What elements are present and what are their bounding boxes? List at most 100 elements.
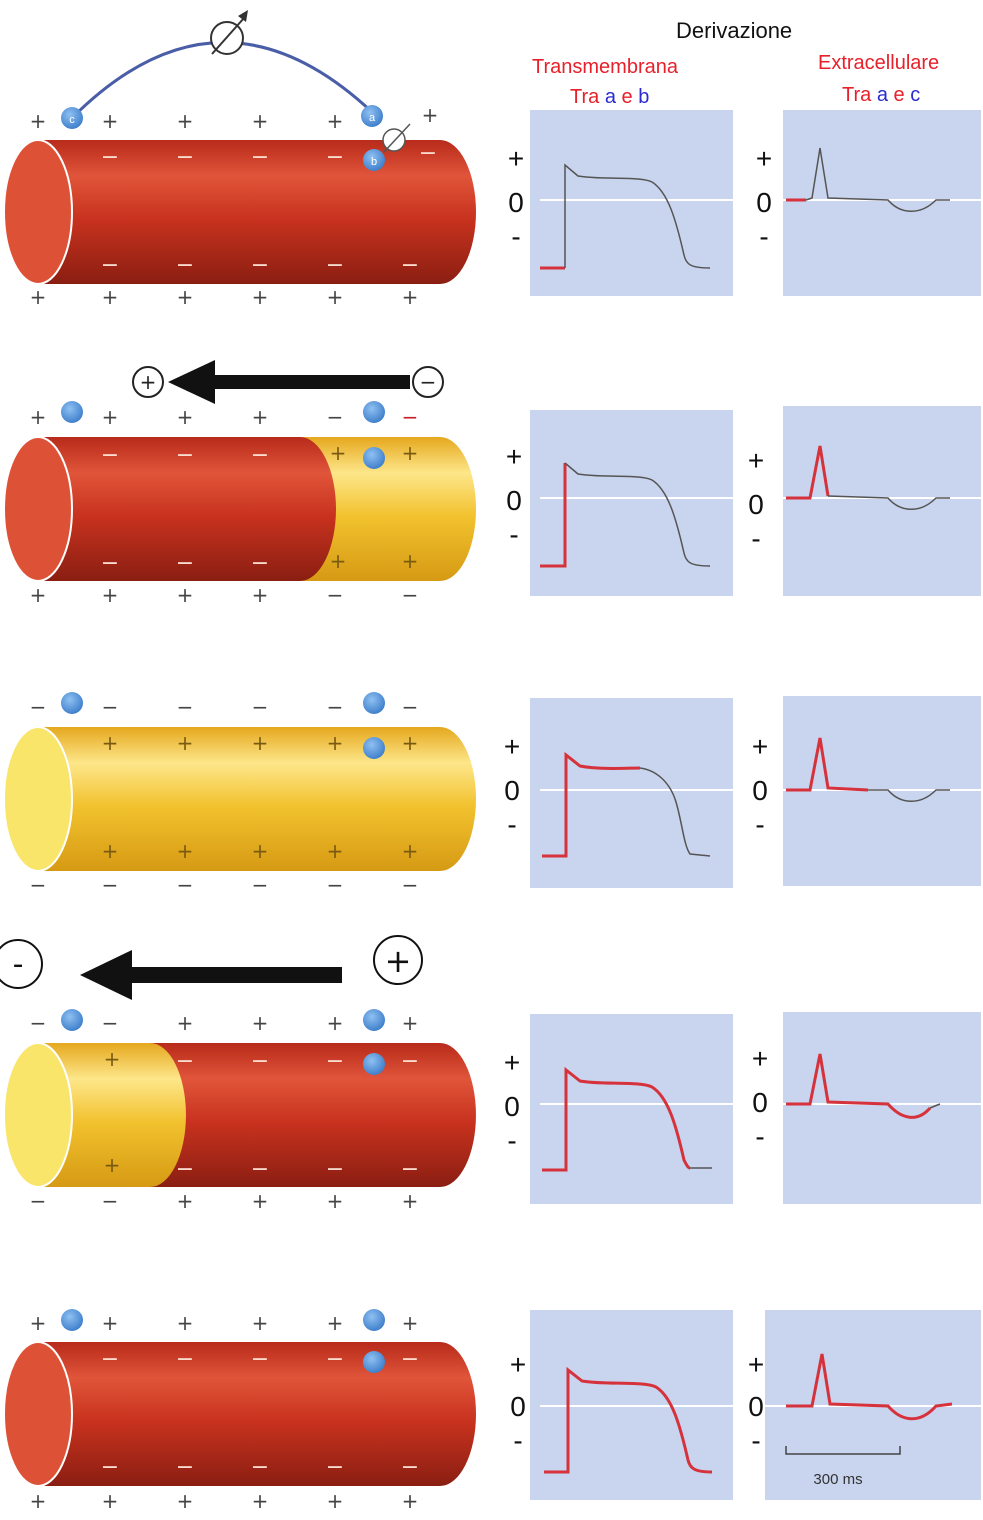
electrode-c-label: c	[69, 114, 75, 126]
extra-sub-c: c	[910, 84, 921, 106]
svg-text:−: −	[401, 253, 419, 278]
arrow-head-sign-circle	[132, 366, 164, 398]
electrode-b	[363, 447, 385, 469]
fiber-body-red	[38, 437, 336, 581]
axis-plus: +	[752, 731, 768, 762]
svg-text:−: −	[402, 583, 419, 607]
signs-top-inner: − − −	[101, 443, 269, 468]
svg-text:−: −	[101, 1455, 119, 1480]
signs-bottom-inner: − − − − −	[101, 253, 419, 278]
svg-text:−: −	[326, 1157, 344, 1182]
svg-text:−: −	[419, 141, 437, 166]
fiber-end-face	[3, 1042, 73, 1188]
fiber-body-yellow-segment	[38, 1043, 186, 1187]
scale-bar-label: 300 ms	[813, 1471, 862, 1488]
sign-bottom-inner-yellow: +	[104, 1153, 121, 1177]
axis-zero: 0	[756, 187, 772, 218]
svg-text:+: +	[102, 731, 119, 755]
svg-text:−: −	[177, 695, 194, 719]
svg-text:+: +	[30, 109, 47, 133]
signs-bottom-inner: − − − −	[176, 1157, 419, 1182]
extracellular-panel-3	[783, 696, 981, 886]
svg-text:+: +	[327, 1011, 344, 1035]
axis-minus: -	[759, 221, 768, 252]
svg-text:+: +	[327, 1489, 344, 1513]
axis-minus: -	[507, 809, 516, 840]
svg-text:+: +	[177, 1011, 194, 1035]
extracellulare-subtitle: Tra a e c	[842, 84, 920, 107]
electrode-b	[363, 737, 385, 759]
fiber-row-4: - + − − + + + + + − − − − + − − − − − − + + + +	[0, 935, 476, 1213]
svg-text:+: +	[327, 1189, 344, 1213]
svg-text:+: +	[30, 583, 47, 607]
electrode-c	[61, 1009, 83, 1031]
axis-zero: 0	[748, 1391, 764, 1422]
axis-plus: +	[748, 1349, 764, 1380]
extra-sub-e: e	[893, 84, 905, 106]
svg-text:−: −	[101, 1347, 119, 1372]
arrow-head-sign-circle	[0, 939, 43, 989]
axis-plus: +	[756, 143, 772, 174]
svg-text:+: +	[30, 285, 47, 309]
axis-minus: -	[751, 1425, 760, 1456]
svg-text:+: +	[402, 1011, 419, 1035]
electrode-b-label: b	[371, 156, 377, 168]
axis-zero: 0	[752, 775, 768, 806]
axis-zero: 0	[748, 489, 764, 520]
electrogram-trace	[786, 1053, 932, 1119]
axis-zero: 0	[510, 1391, 526, 1422]
voltmeter-needle	[211, 17, 245, 55]
electrode-a-label: a	[369, 112, 376, 124]
svg-text:+: +	[177, 405, 194, 429]
fiber-end-face	[3, 1341, 73, 1487]
svg-text:+: +	[177, 731, 194, 755]
svg-text:−: −	[326, 1455, 344, 1480]
svg-text:+: +	[252, 405, 269, 429]
svg-text:−: −	[252, 695, 269, 719]
svg-text:−: −	[30, 873, 47, 897]
signs-top-inner: − − − − −	[101, 1347, 419, 1372]
electrode-c	[61, 1309, 83, 1331]
svg-text:+: +	[252, 1311, 269, 1335]
signs-top-inner: − − − − −	[101, 141, 437, 170]
fiber-body-red	[150, 1043, 476, 1187]
extracellular-panel-4	[783, 1012, 981, 1204]
svg-text:−: −	[102, 695, 119, 719]
svg-text:−: −	[101, 253, 119, 278]
sign-top-inner-yellow: +	[104, 1047, 121, 1071]
signs-bottom-outer: + + + + + +	[30, 285, 419, 309]
electrode-a	[363, 401, 385, 423]
svg-text:+: +	[252, 1489, 269, 1513]
svg-text:−: −	[251, 1049, 269, 1074]
electrode-a	[361, 105, 383, 127]
svg-text:−: −	[326, 145, 344, 170]
extra-sub-a: a	[876, 84, 888, 106]
fiber-end-face	[3, 726, 73, 872]
fiber-body-yellow-segment	[300, 437, 476, 581]
electrode-c	[61, 401, 83, 423]
action-potential-trace	[544, 1366, 713, 1474]
signs-top-outer: − − − − − −	[30, 695, 419, 719]
svg-text:−: −	[30, 1011, 47, 1035]
svg-text:−: −	[101, 443, 119, 468]
axis-zero: 0	[504, 775, 520, 806]
propagation-arrowhead	[168, 360, 215, 404]
svg-text:+: +	[402, 1311, 419, 1335]
svg-text:+: +	[330, 549, 347, 573]
axis-zero: 0	[504, 1091, 520, 1122]
svg-text:+: +	[402, 441, 419, 465]
svg-text:+: +	[102, 405, 119, 429]
electrode-a	[363, 1009, 385, 1031]
fiber-end-face	[3, 139, 73, 285]
svg-text:+: +	[102, 285, 119, 309]
electrogram-trace	[786, 1353, 953, 1421]
fiber-body-red	[38, 140, 476, 284]
svg-text:−: −	[326, 253, 344, 278]
trans-sub-prefix: Tra	[570, 86, 600, 108]
svg-text:−: −	[176, 1049, 194, 1074]
scale-bar	[785, 1446, 901, 1455]
fiber-body-yellow	[38, 727, 476, 871]
fiber-row-3: − − − − − − + + + + + + + + + + − − − − − −	[3, 692, 476, 897]
svg-text:+: +	[327, 731, 344, 755]
svg-text:−: −	[402, 695, 419, 719]
